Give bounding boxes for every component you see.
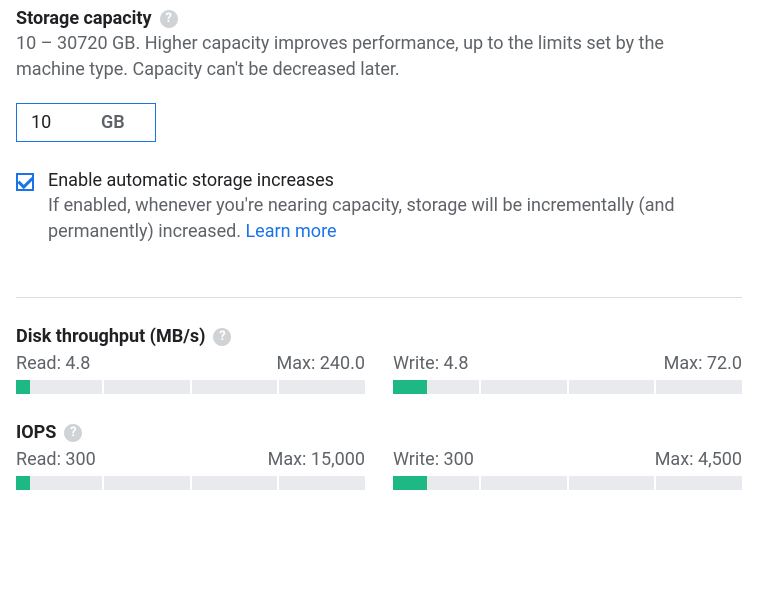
- storage-capacity-description: 10 – 30720 GB. Higher capacity improves …: [16, 31, 736, 83]
- divider: [16, 297, 742, 298]
- help-icon[interactable]: ?: [213, 328, 231, 346]
- throughput-write-bar: [393, 380, 742, 394]
- throughput-read-max: Max: 240.0: [277, 353, 365, 374]
- throughput-write-max: Max: 72.0: [664, 353, 742, 374]
- iops-read-max: Max: 15,000: [268, 449, 365, 470]
- throughput-read-label: Read: 4.8: [16, 353, 90, 374]
- learn-more-link[interactable]: Learn more: [245, 221, 336, 242]
- iops-write-label: Write: 300: [393, 449, 474, 470]
- iops-write: Write: 300 Max: 4,500: [393, 449, 742, 490]
- iops-write-max: Max: 4,500: [655, 449, 742, 470]
- iops-write-bar: [393, 476, 742, 490]
- storage-unit-label: GB: [101, 112, 125, 133]
- storage-capacity-heading: Storage capacity: [16, 8, 152, 29]
- iops-read: Read: 300 Max: 15,000: [16, 449, 365, 490]
- throughput-heading: Disk throughput (MB/s): [16, 326, 205, 347]
- auto-increase-description: If enabled, whenever you're nearing capa…: [48, 193, 688, 245]
- storage-capacity-input[interactable]: [31, 112, 71, 133]
- help-icon[interactable]: ?: [64, 424, 82, 442]
- iops-read-label: Read: 300: [16, 449, 96, 470]
- iops-heading: IOPS: [16, 422, 56, 443]
- auto-increase-label: Enable automatic storage increases: [48, 170, 688, 191]
- storage-capacity-input-box[interactable]: GB: [16, 103, 156, 142]
- throughput-read: Read: 4.8 Max: 240.0: [16, 353, 365, 394]
- auto-increase-checkbox[interactable]: [16, 173, 34, 191]
- iops-read-bar: [16, 476, 365, 490]
- throughput-write-label: Write: 4.8: [393, 353, 469, 374]
- help-icon[interactable]: ?: [160, 10, 178, 28]
- throughput-read-bar: [16, 380, 365, 394]
- throughput-write: Write: 4.8 Max: 72.0: [393, 353, 742, 394]
